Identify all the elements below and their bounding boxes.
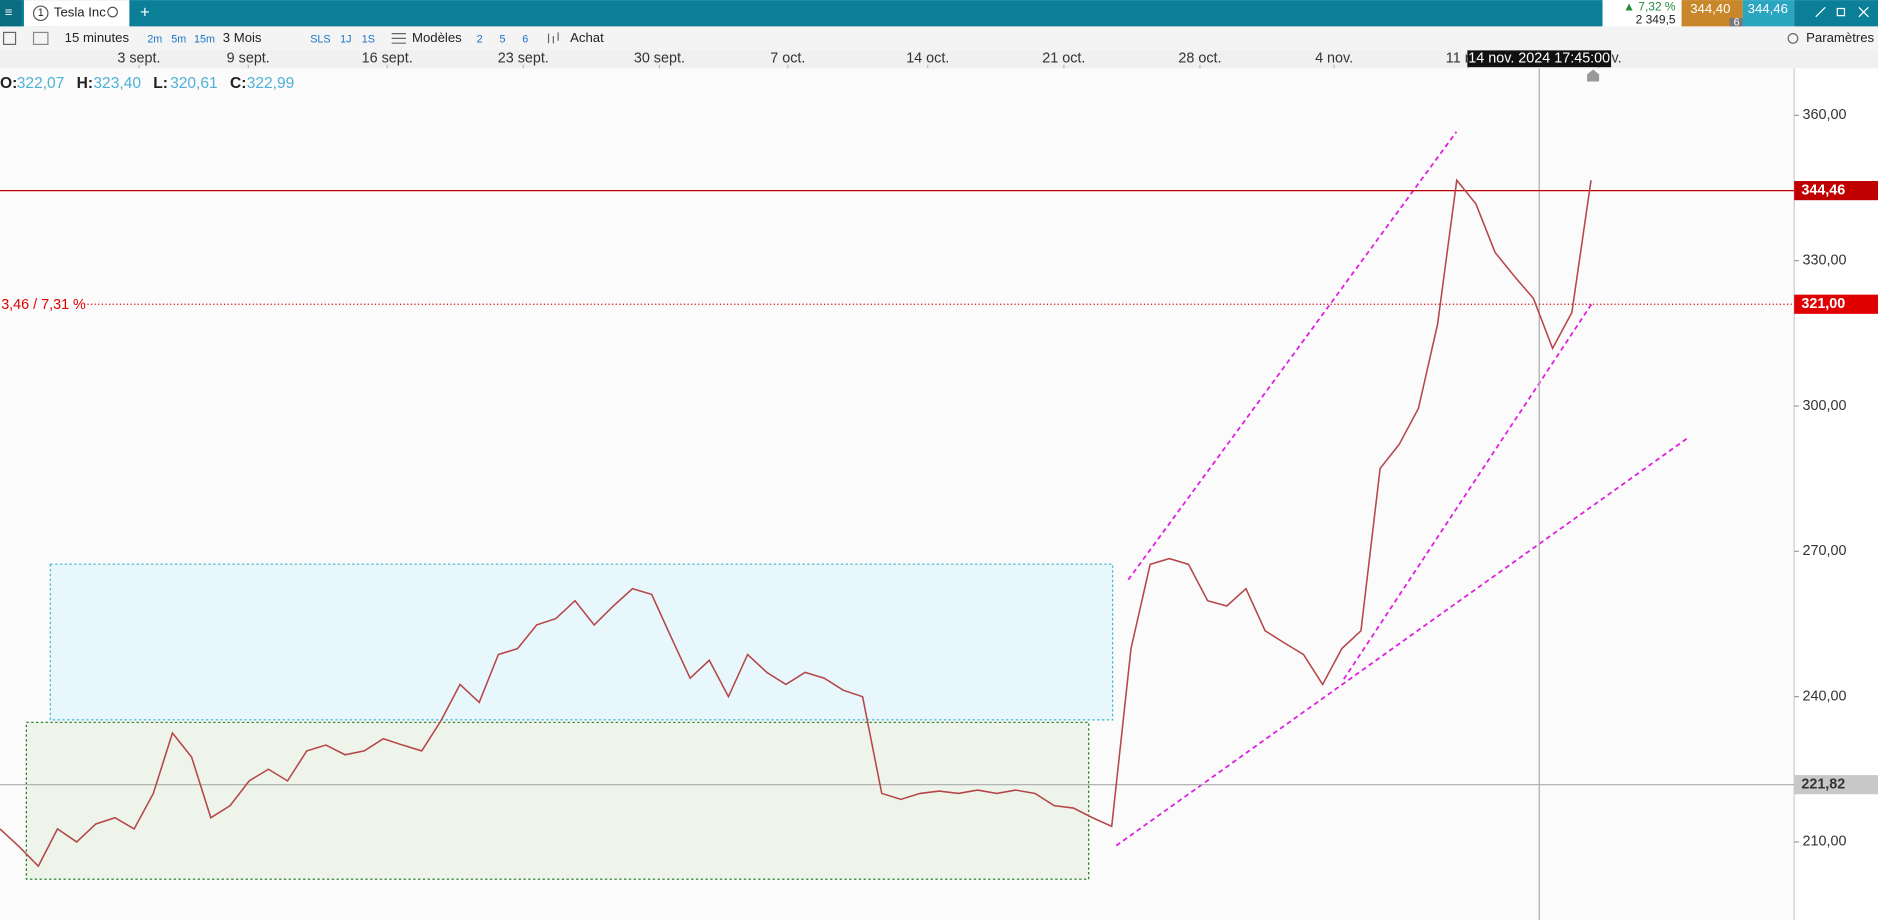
x-tick-label: 21 oct.: [1042, 51, 1085, 67]
window-icons[interactable]: [1815, 6, 1869, 18]
size: 6: [1734, 17, 1740, 29]
level-annotation: 3,46 / 7,31 %: [1, 297, 86, 313]
new-tab[interactable]: +: [140, 3, 150, 22]
tab-number: 1: [38, 7, 44, 19]
interval-button[interactable]: 2m: [147, 33, 162, 45]
x-tick-label: 28 oct.: [1178, 51, 1221, 67]
ohlc-label: L:: [153, 75, 168, 92]
price-line: [0, 178, 1592, 868]
menu-button[interactable]: [0, 0, 22, 27]
x-tick-label: 7 oct.: [770, 51, 805, 67]
volume: 2 349,5: [1636, 13, 1676, 27]
crosshair-marker: [1587, 69, 1600, 82]
y-tick-label: 360,00: [1803, 107, 1847, 123]
interval[interactable]: 15 minutes: [65, 30, 130, 45]
crosshair-y-box: [1794, 775, 1878, 795]
toolbar: [0, 26, 1878, 51]
y-tick-label: 270,00: [1803, 543, 1847, 559]
y-tick-label: 330,00: [1803, 252, 1847, 268]
ohlc-label: C:: [230, 75, 246, 92]
tab-badge: [32, 5, 49, 22]
zone-box[interactable]: [25, 721, 1090, 880]
search-icon[interactable]: [107, 6, 118, 18]
x-tick-label: 9 sept.: [227, 51, 270, 67]
layout-button[interactable]: 6: [522, 33, 528, 45]
order[interactable]: Achat: [570, 30, 604, 45]
ohlc-value: 322,99: [247, 75, 295, 92]
tool-button[interactable]: 1S: [362, 33, 375, 45]
order-icon[interactable]: [547, 32, 559, 44]
x-tick-label: 16 sept.: [362, 51, 413, 67]
ohlc-value: 322,07: [17, 75, 65, 92]
date-axis: [0, 50, 1878, 69]
y-tick-label: 300,00: [1803, 398, 1847, 414]
trend-lines[interactable]: [1115, 131, 1690, 847]
price-level-label: 344,46: [1801, 182, 1845, 198]
ohlc-legend: O: 322,07 H: 323,40 L: 320,61 C: 322,99: [0, 75, 294, 92]
crosshair-y-label: 221,82: [1801, 776, 1845, 792]
ohlc-value: 320,61: [170, 75, 218, 92]
ohlc-value: 323,40: [93, 75, 141, 92]
settings-icon[interactable]: [1787, 33, 1799, 44]
tool-button[interactable]: SLS: [310, 33, 330, 45]
ask[interactable]: 344,46: [1748, 1, 1788, 16]
ask-box[interactable]: [1742, 0, 1795, 27]
interval-button[interactable]: 15m: [194, 33, 215, 45]
y-tick-label: 210,00: [1803, 834, 1847, 850]
layout-icon[interactable]: [32, 31, 49, 45]
menu-icon[interactable]: ≡: [5, 5, 13, 20]
list-icon[interactable]: [2, 31, 17, 45]
top-bar: [0, 0, 1603, 27]
size-box: [1729, 18, 1744, 28]
x-tick-label: 4 nov.: [1315, 51, 1353, 67]
zone-box[interactable]: [49, 563, 1114, 721]
range[interactable]: 3 Mois: [223, 30, 262, 45]
x-tick-label: 30 sept.: [634, 51, 685, 67]
price-level-label: 321,00: [1801, 296, 1845, 312]
x-tick-label: 23 sept.: [498, 51, 549, 67]
settings[interactable]: Paramètres: [1806, 30, 1874, 45]
x-tick-label: 14 oct.: [906, 51, 949, 67]
ohlc-label: O:: [0, 75, 17, 92]
y-tick-label: 240,00: [1803, 688, 1847, 704]
tab[interactable]: [23, 0, 130, 27]
tool-button[interactable]: 1J: [340, 33, 351, 45]
models-icon[interactable]: [391, 33, 407, 44]
crosshair-x-box: [1467, 50, 1612, 68]
change: ▲ 7,32 %: [1623, 0, 1676, 13]
price-level-box: [1794, 294, 1878, 314]
models[interactable]: Modèles: [412, 30, 462, 45]
ohlc-label: H:: [77, 75, 93, 92]
price-level-box: [1794, 181, 1878, 201]
layout-button[interactable]: 2: [477, 33, 483, 45]
crosshair-x-label: 14 nov. 2024 17:45:00: [1468, 51, 1610, 67]
x-tick-label: 3 sept.: [117, 51, 160, 67]
trend-line[interactable]: [1127, 131, 1458, 581]
interval-button[interactable]: 5m: [171, 33, 186, 45]
layout-button[interactable]: 5: [499, 33, 505, 45]
bid[interactable]: 344,40: [1690, 1, 1730, 16]
tab-title[interactable]: Tesla Inc: [54, 5, 106, 20]
